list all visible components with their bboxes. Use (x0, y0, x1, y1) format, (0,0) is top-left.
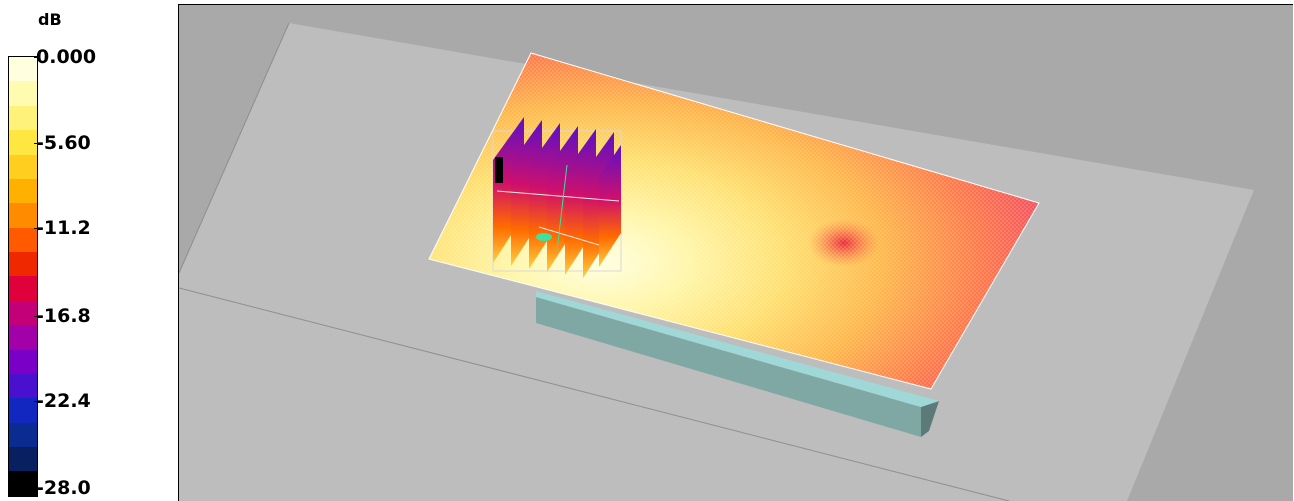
legend-tick-label: -5.60 (34, 132, 91, 154)
heatmap-mesh (429, 53, 1039, 389)
legend-swatch (9, 154, 37, 179)
ground-plane-edge (179, 287, 1010, 501)
platform-end (921, 401, 939, 437)
legend-swatch (9, 227, 37, 252)
array-fin (599, 145, 621, 267)
legend-tick-label: -28.0 (34, 477, 91, 499)
legend-swatch (9, 276, 37, 301)
array-rod (538, 226, 600, 246)
platform-side (536, 297, 921, 437)
legend-unit-label: dB (38, 10, 62, 29)
3d-viewport[interactable] (178, 4, 1293, 501)
legend-swatch (9, 447, 37, 472)
legend-swatch (9, 178, 37, 204)
legend-swatch (9, 57, 37, 82)
legend-swatch (9, 81, 37, 106)
legend-swatch (9, 105, 37, 131)
legend-swatch (9, 203, 37, 228)
antenna-array (492, 117, 622, 278)
ground-plane-edge (179, 22, 290, 274)
legend-swatch (9, 471, 37, 496)
heatmap-outline (428, 52, 1040, 390)
legend-swatch (9, 373, 37, 399)
array-feed-line (556, 164, 568, 252)
array-feed (536, 233, 552, 241)
scene-canvas[interactable] (179, 5, 1293, 501)
legend-swatch (9, 349, 37, 374)
legend-swatch (9, 300, 37, 326)
platform-top-edge (536, 291, 939, 407)
array-base-dark (495, 157, 503, 183)
color-legend: dB 0.000 -5.60 -11.2 -16.8 -22.4 -28.0 (0, 0, 170, 500)
legend-swatch (9, 398, 37, 423)
legend-swatch (9, 130, 37, 155)
legend-tick-label: -16.8 (34, 305, 91, 327)
legend-color-scale (8, 56, 38, 497)
legend-tick-label: -22.4 (34, 390, 91, 412)
array-rod (496, 190, 620, 202)
legend-tick-label: -11.2 (34, 217, 91, 239)
legend-swatch (9, 252, 37, 277)
legend-swatch (9, 325, 37, 350)
legend-swatch (9, 422, 37, 447)
legend-tick-label: 0.000 (33, 46, 97, 68)
